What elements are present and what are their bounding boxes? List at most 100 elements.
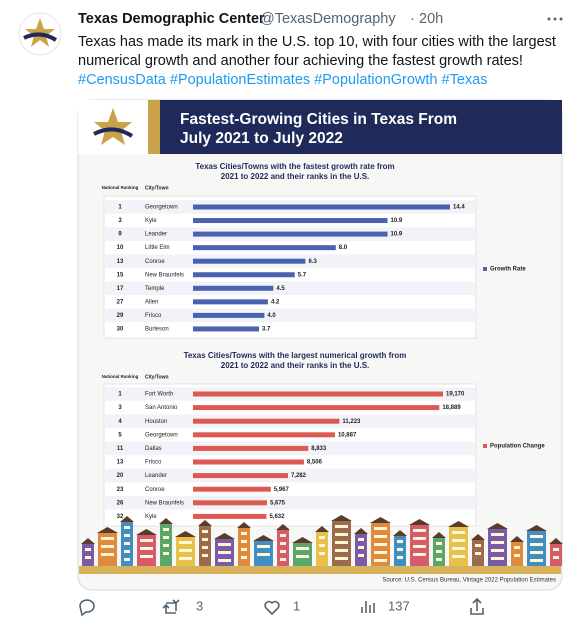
house — [355, 534, 367, 566]
category-label: Temple — [145, 286, 165, 292]
like-button[interactable] — [264, 600, 280, 616]
handle[interactable]: @TexasDemography — [260, 11, 396, 27]
window — [553, 548, 559, 551]
window — [475, 544, 481, 547]
legend-label: Population Change — [490, 444, 545, 450]
window — [335, 533, 348, 536]
window — [436, 550, 442, 553]
category-label: Kyle — [145, 218, 157, 224]
value-label: 5,632 — [269, 514, 285, 520]
window — [163, 552, 169, 555]
category-label: Little Elm — [145, 245, 170, 251]
legend-swatch — [483, 444, 487, 448]
window — [397, 556, 403, 559]
window — [218, 551, 231, 554]
window — [124, 534, 130, 537]
ground — [79, 566, 561, 574]
bar — [193, 459, 304, 465]
window — [452, 555, 465, 558]
value-label: 5,967 — [274, 487, 290, 493]
rank: 29 — [117, 313, 124, 319]
category-label: Conroe — [145, 487, 165, 493]
window — [553, 556, 559, 559]
roof — [237, 522, 251, 528]
roof — [448, 521, 469, 527]
window — [530, 551, 543, 554]
window — [296, 547, 309, 550]
category-label: San Antonio — [145, 405, 178, 411]
window — [530, 543, 543, 546]
timestamp[interactable]: 20h — [419, 11, 443, 27]
category-label: New Braunfels — [145, 272, 184, 278]
window — [374, 559, 387, 562]
window — [475, 552, 481, 555]
category-label: Leander — [145, 232, 167, 238]
logo-swoosh — [93, 127, 134, 138]
chart-title: 2021 to 2022 and their ranks in the U.S. — [221, 172, 370, 181]
share-button[interactable] — [470, 597, 484, 615]
value-label: 5,675 — [270, 500, 286, 506]
roof — [354, 528, 368, 534]
more-menu[interactable] — [547, 17, 563, 21]
source-note: Source: U.S. Census Bureau, Vintage 2022… — [382, 578, 556, 584]
bar — [193, 500, 268, 506]
reply-button[interactable] — [79, 599, 95, 617]
window — [218, 559, 231, 562]
gold-strip — [148, 100, 160, 154]
author-name[interactable]: Texas Demographic Center — [78, 11, 265, 27]
roof — [136, 529, 157, 535]
window — [413, 537, 426, 540]
rank: 1 — [118, 205, 122, 211]
separator: · — [410, 11, 415, 27]
legend-swatch — [483, 267, 487, 271]
tweet-text: Texas has made its mark in the U.S. top … — [78, 34, 556, 50]
window — [319, 544, 325, 547]
window — [280, 534, 286, 537]
window — [140, 539, 153, 542]
window — [241, 548, 247, 551]
rank: 5 — [118, 432, 122, 438]
window — [124, 526, 130, 529]
window — [491, 549, 504, 552]
window — [85, 556, 91, 559]
window — [202, 546, 208, 549]
bar — [193, 405, 440, 411]
window — [179, 557, 192, 560]
window — [374, 551, 387, 554]
retweet-button[interactable] — [162, 599, 180, 614]
views-button[interactable] — [361, 601, 375, 613]
window — [358, 554, 364, 557]
roof — [292, 537, 313, 543]
roof — [120, 516, 134, 522]
category-label: Fort Worth — [145, 392, 173, 398]
roof — [331, 515, 352, 521]
window — [202, 554, 208, 557]
rank: 1 — [118, 392, 122, 398]
like-count: 1 — [293, 598, 300, 613]
infographic-title: Fastest-Growing Cities in Texas From — [180, 111, 457, 128]
window — [530, 535, 543, 538]
category-label: Georgetown — [145, 432, 178, 438]
window — [179, 541, 192, 544]
skyline — [79, 515, 563, 574]
window — [101, 537, 114, 540]
window — [163, 536, 169, 539]
window — [140, 547, 153, 550]
roof — [370, 517, 391, 523]
value-label: 10,887 — [338, 432, 357, 438]
bar — [193, 391, 443, 397]
window — [280, 550, 286, 553]
window — [374, 535, 387, 538]
window — [491, 541, 504, 544]
window — [257, 545, 270, 548]
roof — [393, 530, 407, 536]
value-label: 5.7 — [298, 272, 307, 278]
hashtags[interactable]: #CensusData #PopulationEstimates #Popula… — [78, 72, 487, 88]
window — [85, 548, 91, 551]
value-label: 7,282 — [291, 473, 307, 479]
roof — [253, 535, 274, 541]
category-label: Burleson — [145, 327, 169, 333]
roof — [549, 538, 563, 544]
rank: 9 — [118, 232, 122, 238]
